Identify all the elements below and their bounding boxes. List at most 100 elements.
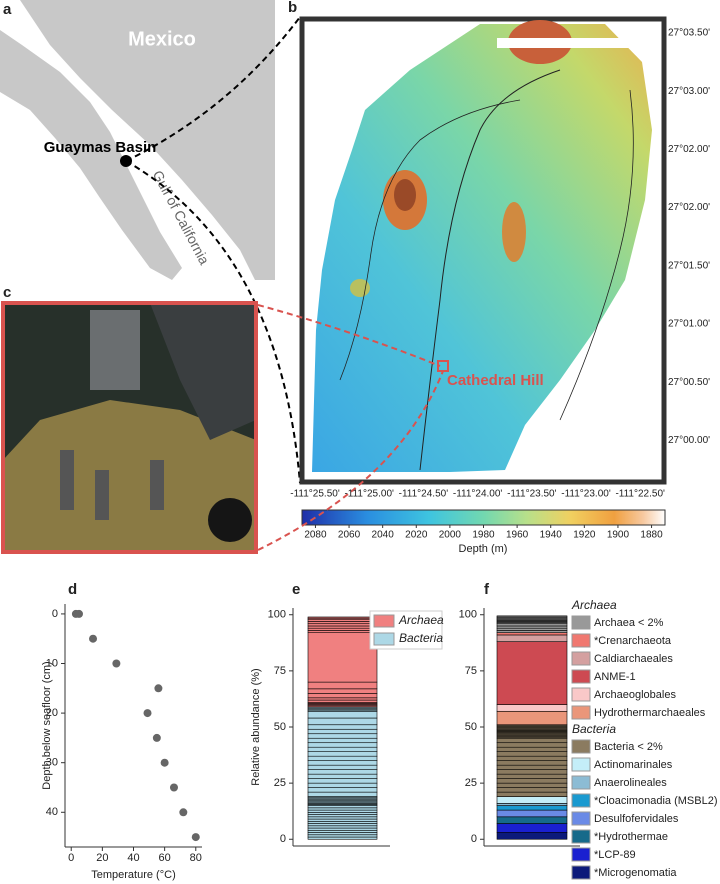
legend-swatch: [571, 775, 591, 790]
core: [60, 450, 74, 510]
lat-label: 27°03.00': [668, 86, 710, 97]
peninsula: [0, 30, 182, 280]
bar-segment: [496, 769, 568, 775]
x-tick-label: 0: [68, 852, 74, 864]
connector: [125, 160, 301, 484]
y-tick-label: 0: [471, 833, 477, 845]
bar-segment: [307, 627, 378, 631]
colorbar: [301, 509, 666, 526]
sampler-arm: [150, 303, 256, 440]
bar-segment: [307, 618, 378, 622]
legend-swatch: [571, 865, 591, 880]
x-axis-label: Temperature (°C): [91, 869, 175, 881]
bar-segment: [496, 809, 568, 818]
x-tick-label: 20: [96, 852, 108, 864]
lat-label: 27°00.50': [668, 377, 710, 388]
bar-segment: [496, 773, 568, 779]
y-axis-label: Relative abundance (%): [250, 668, 262, 785]
legend-label: Caldiarchaeales: [594, 653, 673, 665]
lat-label: 27°02.00': [668, 144, 710, 155]
legend-swatch: [571, 687, 591, 702]
y-tick-label: 0: [52, 608, 58, 620]
bar-segment: [307, 778, 378, 784]
bar-segment: [307, 733, 378, 739]
y-tick-label: 10: [46, 657, 58, 669]
mound: [350, 279, 370, 297]
bar-segment: [496, 816, 568, 824]
colorbar-label: Depth (m): [459, 543, 508, 555]
colorbar-tick-label: 2000: [439, 530, 462, 541]
legend-label: Archaea < 2%: [594, 617, 664, 629]
connector: [257, 304, 441, 367]
legend-swatch: [571, 739, 591, 754]
contour: [339, 99, 521, 381]
bar-segment: [307, 693, 378, 699]
legend-label: ANME-1: [594, 671, 636, 683]
lon-label: -111°22.50': [615, 489, 665, 500]
core: [95, 470, 109, 520]
bar-segment: [496, 742, 568, 748]
bar-segment: [496, 796, 568, 804]
lon-label: -111°25.00': [344, 489, 394, 500]
legend-swatch: [571, 847, 591, 862]
colorbar-tick-label: 2020: [405, 530, 428, 541]
bar-segment: [496, 751, 568, 757]
lat-label: 27°03.50': [668, 28, 710, 39]
bar-segment: [496, 805, 568, 811]
point: [160, 758, 169, 767]
map-b: Cathedral Hill Depth (m): [299, 16, 667, 555]
y-axis-label: Depth below seafloor (cm): [41, 661, 53, 789]
bar-segment: [496, 803, 568, 806]
legend-header: Bacteria: [572, 722, 616, 736]
y-tick-label: 25: [274, 777, 286, 789]
bar-segment: [307, 805, 378, 809]
country-label: Mexico: [128, 28, 196, 50]
bar-segment: [307, 751, 378, 757]
bar-segment: [496, 823, 568, 833]
bar-segment: [307, 760, 378, 766]
bar-segment: [307, 699, 378, 703]
bar-segment: [307, 623, 378, 627]
lat-label: 27°01.00': [668, 319, 710, 330]
bar-segment: [307, 764, 378, 770]
site-label: Cathedral Hill: [447, 372, 544, 389]
seafloor: [3, 400, 256, 552]
bar-segment: [307, 834, 378, 838]
y-tick-label: 20: [46, 707, 58, 719]
point: [154, 684, 163, 693]
bar-segment: [496, 641, 568, 705]
bar-segment: [307, 812, 378, 815]
legend-swatch: [571, 615, 591, 630]
legend-swatch: [571, 793, 591, 808]
equipment: [90, 310, 140, 390]
contour: [559, 89, 634, 421]
legend-swatch: [571, 669, 591, 684]
bar-segment: [496, 760, 568, 766]
bar-segment: [307, 818, 378, 822]
bar-segment: [307, 773, 378, 779]
y-tick-label: 0: [280, 833, 286, 845]
bar-segment: [307, 688, 378, 694]
bar-segment: [307, 755, 378, 761]
lon-label: -111°24.50': [399, 489, 449, 500]
x-tick-label: 60: [159, 852, 171, 864]
legend-label: Bacteria < 2%: [594, 741, 663, 753]
bathymetry: [312, 24, 652, 472]
bar-segment: [307, 823, 378, 827]
contour: [419, 69, 561, 471]
y-tick-label: 50: [274, 721, 286, 733]
y-tick-label: 40: [46, 806, 58, 818]
bar-segment: [496, 704, 568, 712]
bar-segment: [307, 836, 378, 840]
legend-swatch: [571, 705, 591, 720]
point: [75, 609, 84, 618]
bar-segment: [496, 764, 568, 770]
core: [150, 460, 164, 510]
colorbar-tick-label: 1960: [506, 530, 529, 541]
y-tick-label: 30: [46, 757, 58, 769]
y-tick-label: 100: [268, 609, 286, 621]
bar-segment: [307, 816, 378, 820]
mound: [502, 202, 526, 262]
lon-label: -111°23.00': [561, 489, 611, 500]
legend-label: *Crenarchaeota: [594, 635, 672, 647]
